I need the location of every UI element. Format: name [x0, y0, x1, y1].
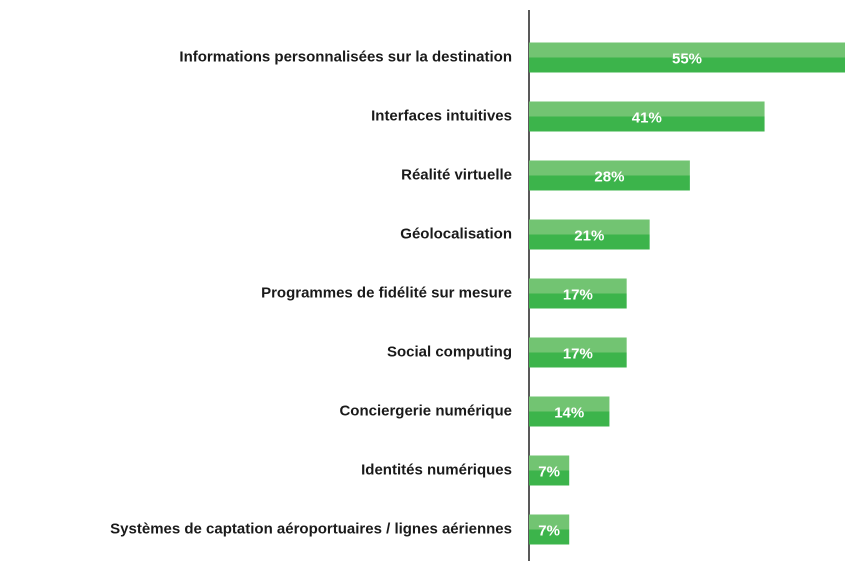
category-label: Réalité virtuelle [401, 166, 512, 183]
value-label: 55% [672, 50, 702, 67]
value-label: 17% [563, 286, 593, 303]
category-label: Informations personnalisées sur la desti… [179, 48, 512, 65]
bar [529, 514, 570, 545]
bar [529, 160, 690, 191]
bar [529, 219, 650, 250]
value-label: 41% [632, 109, 662, 126]
category-label: Géolocalisation [400, 225, 512, 242]
value-label: 17% [563, 345, 593, 362]
value-label: 28% [594, 168, 624, 185]
bar [529, 396, 610, 427]
category-label: Identités numériques [361, 461, 512, 478]
value-label: 14% [554, 404, 584, 421]
value-label: 21% [574, 227, 604, 244]
bar [529, 278, 627, 309]
bar [529, 101, 765, 132]
category-label: Conciergerie numérique [339, 402, 512, 419]
value-label: 7% [538, 522, 560, 539]
category-label: Interfaces intuitives [371, 107, 512, 124]
category-label: Social computing [387, 343, 512, 360]
bar [529, 42, 845, 73]
category-label: Programmes de fidélité sur mesure [261, 284, 512, 301]
category-label: Systèmes de captation aéroportuaires / l… [110, 520, 512, 537]
value-label: 7% [538, 463, 560, 480]
bar [529, 455, 570, 486]
bar [529, 337, 627, 368]
